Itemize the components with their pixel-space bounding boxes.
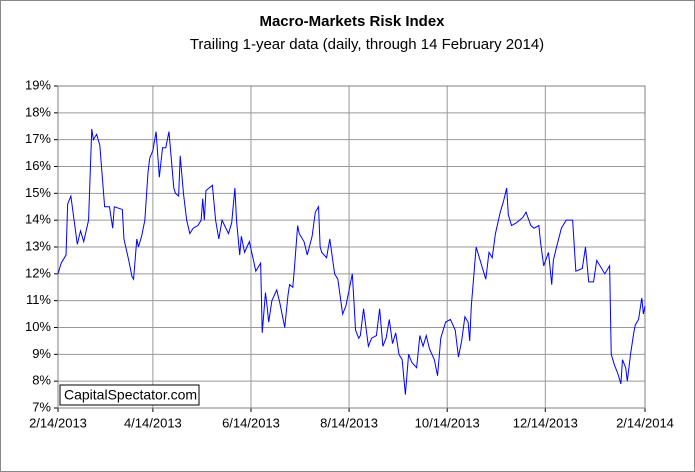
y-tick-label: 9%	[32, 346, 51, 361]
y-tick-label: 18%	[25, 104, 51, 119]
watermark-box	[59, 384, 200, 406]
y-tick-label: 16%	[25, 158, 51, 173]
data-line	[57, 128, 646, 395]
x-tick-label: 2/14/2013	[29, 415, 87, 430]
chart-subtitle: Trailing 1-year data (daily, through 14 …	[190, 36, 544, 53]
y-tick-label: 12%	[25, 265, 51, 280]
x-tick-label: 2/14/2014	[616, 415, 674, 430]
y-tick-label: 15%	[25, 185, 51, 200]
watermark: CapitalSpectator.com	[64, 387, 197, 403]
y-tick-label: 17%	[25, 131, 51, 146]
y-tick-label: 14%	[25, 212, 51, 227]
y-tick-label: 13%	[25, 238, 51, 253]
y-tick-label: 11%	[26, 292, 51, 307]
y-tick-label: 10%	[25, 319, 51, 334]
y-tick-label: 19%	[25, 77, 51, 92]
x-tick-label: 12/14/2013	[513, 415, 578, 430]
x-tick-label: 6/14/2013	[222, 415, 280, 430]
chart-title: Macro-Markets Risk Index	[259, 13, 445, 30]
x-tick-label: 4/14/2013	[124, 415, 182, 430]
x-tick-label: 10/14/2013	[415, 415, 480, 430]
y-tick-label: 8%	[32, 373, 51, 388]
y-tick-label: 7%	[32, 399, 51, 414]
x-tick-label: 8/14/2013	[320, 415, 378, 430]
plot-border	[57, 85, 646, 409]
